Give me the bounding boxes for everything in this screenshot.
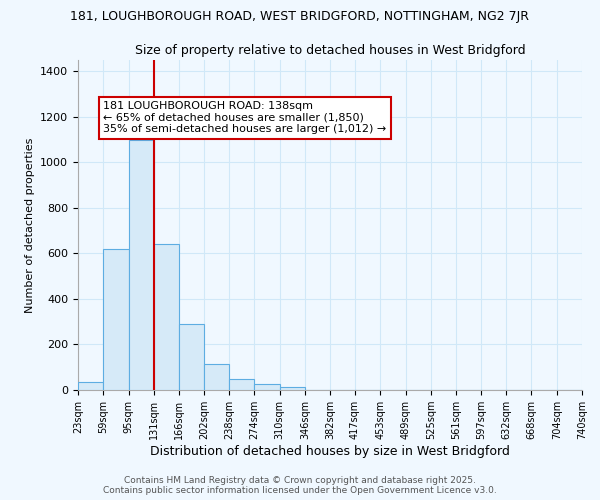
Title: Size of property relative to detached houses in West Bridgford: Size of property relative to detached ho… (134, 44, 526, 58)
X-axis label: Distribution of detached houses by size in West Bridgford: Distribution of detached houses by size … (150, 445, 510, 458)
Bar (78, 382, 103, 390)
Bar (154, 244, 179, 390)
Text: 181 LOUGHBOROUGH ROAD: 138sqm
← 65% of detached houses are smaller (1,850)
35% o: 181 LOUGHBOROUGH ROAD: 138sqm ← 65% of d… (103, 101, 386, 134)
Text: Contains HM Land Registry data © Crown copyright and database right 2025.
Contai: Contains HM Land Registry data © Crown c… (103, 476, 497, 495)
Text: 181, LOUGHBOROUGH ROAD, WEST BRIDGFORD, NOTTINGHAM, NG2 7JR: 181, LOUGHBOROUGH ROAD, WEST BRIDGFORD, … (71, 10, 530, 23)
Bar (103, 249, 128, 390)
Bar (280, 386, 305, 390)
Bar (204, 364, 229, 390)
Bar (128, 140, 154, 390)
Bar (179, 324, 204, 390)
Bar (229, 378, 254, 390)
Y-axis label: Number of detached properties: Number of detached properties (25, 138, 35, 312)
Bar (254, 384, 280, 390)
